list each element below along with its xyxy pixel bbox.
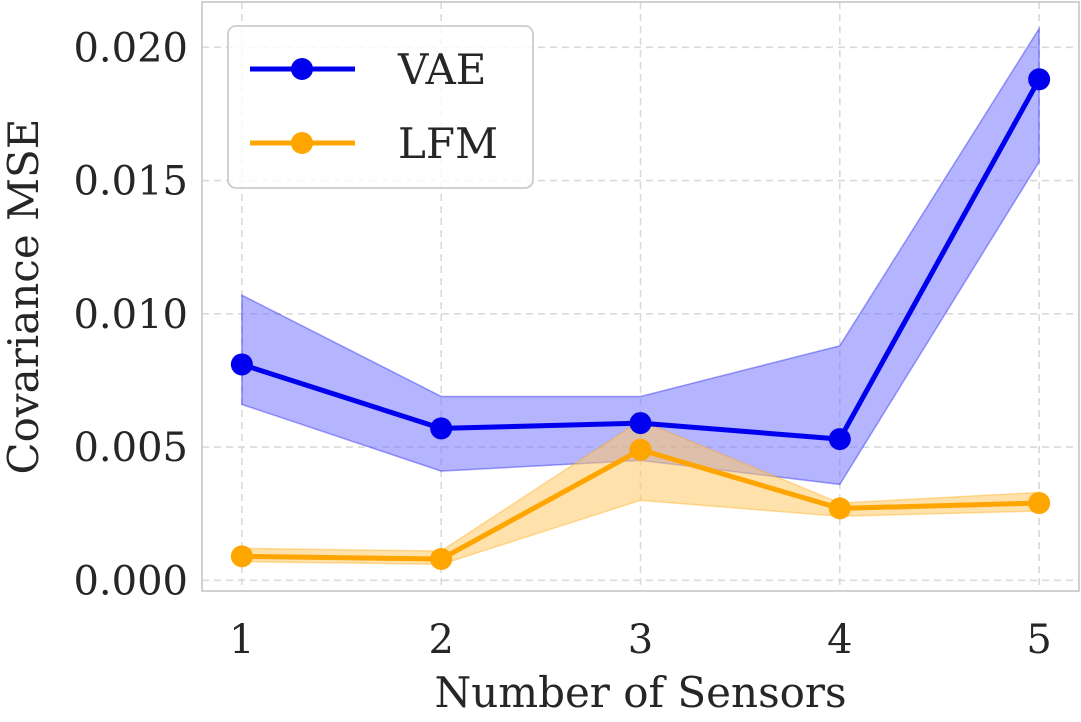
lfm-data-point xyxy=(230,545,253,568)
legend-label-vae: VAE xyxy=(397,45,486,94)
y-tick-label: 0.000 xyxy=(73,558,188,604)
legend-marker-vae xyxy=(291,58,313,80)
lfm-data-point xyxy=(1028,492,1051,515)
tick-labels: 1 2 3 4 5 0.000 0.005 0.010 0.015 0.020 xyxy=(73,25,1051,663)
lfm-data-point xyxy=(430,548,453,571)
legend: VAE LFM xyxy=(227,25,534,189)
y-axis-label: Covariance MSE xyxy=(0,119,48,475)
series-points xyxy=(230,68,1051,571)
vae-confidence-band xyxy=(241,26,1040,486)
y-tick-label: 0.010 xyxy=(73,292,188,338)
y-tick-label: 0.020 xyxy=(73,25,188,71)
vae-data-point xyxy=(1028,68,1051,91)
y-tick-label: 0.005 xyxy=(73,425,188,471)
vae-data-point xyxy=(629,412,652,435)
x-axis-label: Number of Sensors xyxy=(434,668,846,717)
x-tick-label: 4 xyxy=(827,617,852,663)
x-tick-label: 3 xyxy=(628,617,653,663)
legend-label-lfm: LFM xyxy=(398,119,498,168)
vae-data-point xyxy=(430,417,453,440)
plot-frame xyxy=(201,1,1080,592)
y-tick-label: 0.015 xyxy=(73,159,188,205)
legend-marker-lfm xyxy=(291,132,313,154)
x-tick-label: 5 xyxy=(1026,617,1051,663)
lfm-data-point xyxy=(629,438,652,461)
vae-data-point xyxy=(230,353,253,376)
lfm-data-point xyxy=(828,497,851,520)
vae-data-point xyxy=(828,428,851,451)
x-tick-label: 1 xyxy=(229,617,254,663)
x-tick-label: 2 xyxy=(428,617,453,663)
